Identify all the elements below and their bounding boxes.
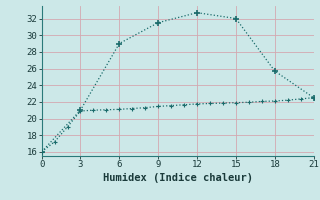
X-axis label: Humidex (Indice chaleur): Humidex (Indice chaleur) (103, 173, 252, 183)
